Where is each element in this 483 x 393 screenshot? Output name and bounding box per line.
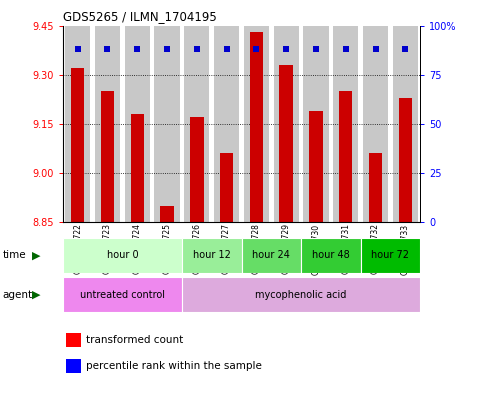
Text: hour 24: hour 24 (252, 250, 290, 261)
Bar (369, 153, 382, 222)
Bar (182, 277, 420, 312)
Bar (273, 26, 299, 222)
Text: untreated control: untreated control (80, 290, 165, 300)
Bar (190, 117, 203, 222)
Text: time: time (2, 250, 26, 261)
Bar (63, 277, 182, 312)
Bar (309, 111, 323, 222)
Text: percentile rank within the sample: percentile rank within the sample (86, 361, 262, 371)
Text: ▶: ▶ (32, 290, 41, 300)
Bar (101, 91, 114, 222)
Text: GDS5265 / ILMN_1704195: GDS5265 / ILMN_1704195 (63, 10, 216, 23)
Bar (63, 238, 182, 273)
Bar (244, 26, 269, 222)
Bar (130, 114, 144, 222)
Text: transformed count: transformed count (86, 335, 183, 345)
Bar (339, 91, 353, 222)
Bar (65, 26, 90, 222)
Bar (160, 206, 174, 222)
Bar (95, 26, 120, 222)
Text: hour 48: hour 48 (312, 250, 350, 261)
Bar (393, 26, 418, 222)
Bar (333, 26, 358, 222)
Bar (361, 238, 420, 273)
Bar (155, 26, 180, 222)
Bar (363, 26, 388, 222)
Text: hour 12: hour 12 (193, 250, 231, 261)
Bar (214, 26, 239, 222)
Bar (184, 26, 210, 222)
Bar (182, 238, 242, 273)
Bar (242, 238, 301, 273)
Bar (66, 333, 81, 347)
Bar (280, 65, 293, 222)
Bar (220, 153, 233, 222)
Bar (250, 32, 263, 222)
Text: mycophenolic acid: mycophenolic acid (256, 290, 347, 300)
Text: agent: agent (2, 290, 32, 300)
Bar (303, 26, 328, 222)
Text: ▶: ▶ (32, 250, 41, 261)
Bar (398, 97, 412, 222)
Text: hour 72: hour 72 (371, 250, 410, 261)
Bar (66, 359, 81, 373)
Bar (125, 26, 150, 222)
Bar (71, 68, 85, 222)
Text: hour 0: hour 0 (107, 250, 138, 261)
Bar (301, 238, 361, 273)
